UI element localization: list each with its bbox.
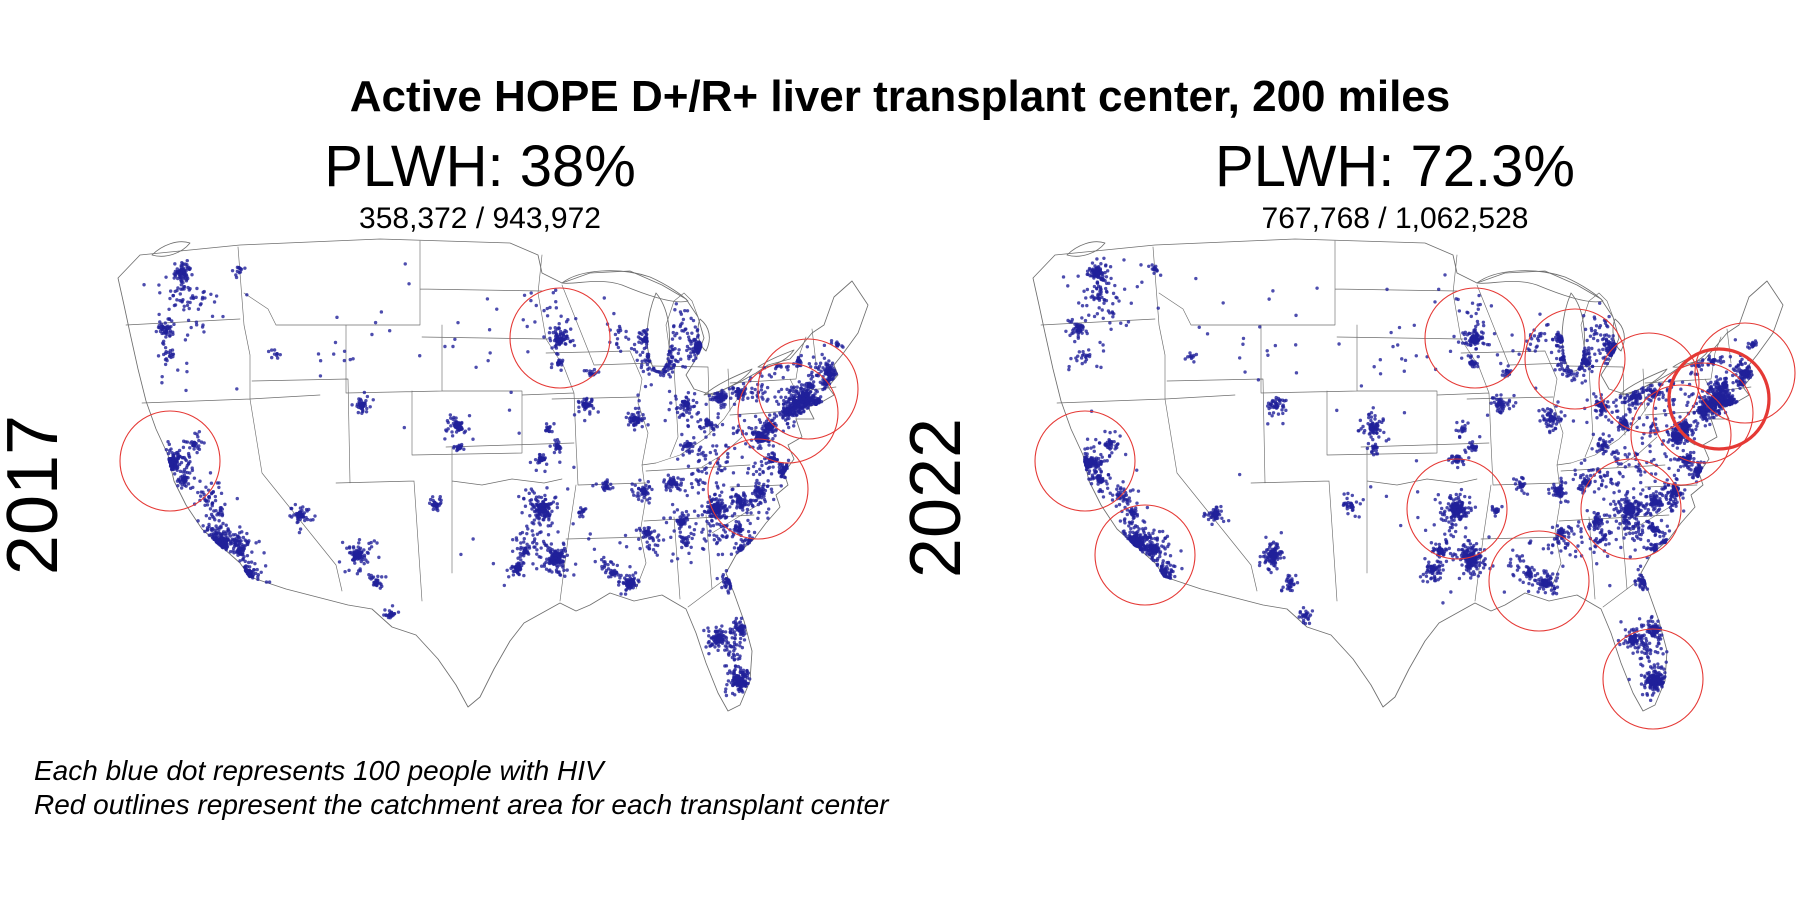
year-label-2017: 2017	[0, 414, 73, 576]
map-2022	[990, 225, 1800, 785]
plwh-percent-2022: PLWH: 72.3%	[1215, 134, 1575, 199]
plwh-percent-2017: PLWH: 38%	[324, 134, 636, 199]
legend-circle-note: Red outlines represent the catchment are…	[34, 789, 889, 820]
panel-2017-header: PLWH: 38% 358,372 / 943,972	[90, 136, 870, 236]
figure-title: Active HOPE D+/R+ liver transplant cente…	[349, 72, 1451, 121]
legend-notes: Each blue dot represents 100 people with…	[34, 754, 889, 822]
map-2017	[75, 225, 895, 785]
panel-2022-header: PLWH: 72.3% 767,768 / 1,062,528	[1005, 136, 1785, 236]
legend-dot-note: Each blue dot represents 100 people with…	[34, 755, 604, 786]
year-label-2022: 2022	[896, 417, 976, 579]
